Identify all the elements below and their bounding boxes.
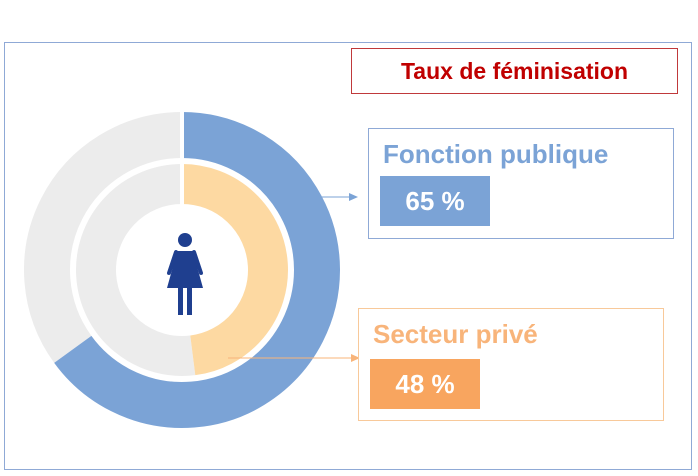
legend-fonction-publique: Fonction publique 65 % (368, 128, 674, 239)
woman-icon (167, 233, 203, 315)
donut-separator (180, 110, 184, 210)
donut-remainder-fonction-publique (24, 112, 183, 363)
data-label-secteur-prive: 48 % (370, 359, 480, 409)
donut-slice-secteur-prive (181, 164, 288, 376)
legend-secteur-prive: Secteur privé 48 % (358, 308, 664, 421)
donut-remainder-secteur-prive (76, 164, 196, 376)
series-label-fonction-publique: Fonction publique (383, 139, 609, 169)
series-label-secteur-prive: Secteur privé (373, 319, 538, 349)
chart-title-box: Taux de féminisation (351, 48, 678, 94)
donut-slice-fonction-publique (54, 112, 340, 428)
leader-arrow-fonction-publique (300, 193, 358, 201)
chart-title: Taux de féminisation (400, 57, 629, 84)
data-label-fonction-publique: 65 % (380, 176, 490, 226)
chart-frame (4, 42, 692, 470)
leader-arrow-secteur-prive (228, 354, 360, 362)
